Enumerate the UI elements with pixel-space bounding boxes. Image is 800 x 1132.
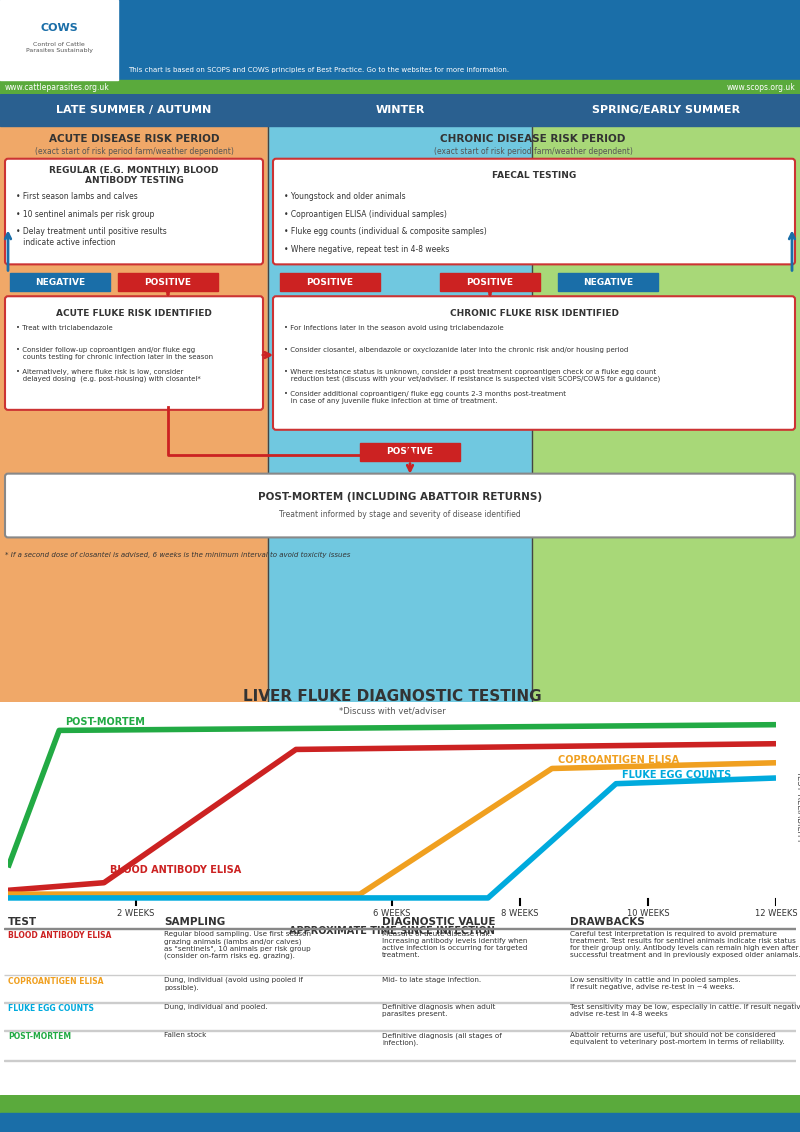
Text: CHRONIC FLUKE RISK IDENTIFIED: CHRONIC FLUKE RISK IDENTIFIED: [450, 309, 618, 318]
Text: • Coproantigen ELISA (individual samples): • Coproantigen ELISA (individual samples…: [284, 209, 447, 218]
Text: A GUIDE TO TEST-BASED CONTROL: A GUIDE TO TEST-BASED CONTROL: [128, 43, 477, 61]
Text: Treatment informed by stage and severity of disease identified: Treatment informed by stage and severity…: [279, 511, 521, 518]
Text: • Consider follow-up coproantigen and/or fluke egg
   counts testing for chronic: • Consider follow-up coproantigen and/or…: [16, 348, 213, 360]
Text: 10 WEEKS: 10 WEEKS: [626, 909, 670, 918]
FancyBboxPatch shape: [5, 473, 795, 538]
Text: • Youngstock and older animals: • Youngstock and older animals: [284, 191, 406, 200]
Text: (exact start of risk period farm/weather dependent): (exact start of risk period farm/weather…: [34, 147, 234, 156]
Text: 6 WEEKS: 6 WEEKS: [374, 909, 410, 918]
Text: ACUTE DISEASE RISK PERIOD: ACUTE DISEASE RISK PERIOD: [49, 134, 219, 144]
Text: Low sensitivity in cattle and in pooled samples.
If result negative, advise re-t: Low sensitivity in cattle and in pooled …: [570, 977, 741, 989]
Text: • First season lambs and calves: • First season lambs and calves: [16, 191, 138, 200]
Text: • Treat with triclabendazole: • Treat with triclabendazole: [16, 325, 113, 332]
Text: POST-MORTEM: POST-MORTEM: [66, 717, 146, 727]
Text: • Where resistance status is unknown, consider a post treatment coproantigen che: • Where resistance status is unknown, co…: [284, 369, 660, 383]
Text: LIVER FLUKE DIAGNOSTIC TESTING: LIVER FLUKE DIAGNOSTIC TESTING: [242, 688, 542, 704]
Text: Control of Cattle
Parasites Sustainably: Control of Cattle Parasites Sustainably: [26, 42, 93, 53]
Text: APPROXIMATE TIME SINCE INFECTION: APPROXIMATE TIME SINCE INFECTION: [289, 926, 495, 936]
Text: 2 WEEKS: 2 WEEKS: [118, 909, 154, 918]
Text: CHRONIC DISEASE RISK PERIOD: CHRONIC DISEASE RISK PERIOD: [440, 134, 626, 144]
Text: Measure of acute disease risk.
Increasing antibody levels identify when
active i: Measure of acute disease risk. Increasin…: [382, 932, 527, 958]
Text: POSITIVE: POSITIVE: [145, 277, 191, 286]
Text: POST-MORTEM: POST-MORTEM: [8, 1032, 71, 1041]
Bar: [280, 273, 380, 291]
Bar: [10, 273, 110, 291]
Text: POSITIVE: POSITIVE: [306, 277, 354, 286]
Bar: [0, 0, 118, 80]
Text: www.cattleparasites.org.uk: www.cattleparasites.org.uk: [5, 84, 110, 93]
Bar: [0, 94, 268, 702]
Bar: [0, 1114, 800, 1132]
Text: • For Infections later in the season avoid using triclabendazole: • For Infections later in the season avo…: [284, 325, 504, 332]
FancyBboxPatch shape: [5, 297, 263, 410]
Bar: [360, 443, 460, 461]
Text: SAMPLING: SAMPLING: [164, 917, 226, 927]
Text: (exact start of risk period farm/weather dependent): (exact start of risk period farm/weather…: [434, 147, 633, 156]
Text: Regular blood sampling. Use first season
grazing animals (lambs and/or calves)
a: Regular blood sampling. Use first season…: [164, 932, 311, 959]
Bar: [118, 273, 218, 291]
Text: Dung, individual (avoid using pooled if
possible).: Dung, individual (avoid using pooled if …: [164, 977, 303, 990]
Bar: [0, 1095, 800, 1114]
Text: COPROANTIGEN ELISA: COPROANTIGEN ELISA: [8, 977, 103, 986]
Text: Fallen stock: Fallen stock: [164, 1032, 206, 1038]
Text: • Fluke egg counts (individual & composite samples): • Fluke egg counts (individual & composi…: [284, 228, 486, 237]
Text: Definitive diagnosis when adult
parasites present.: Definitive diagnosis when adult parasite…: [382, 1004, 495, 1018]
Text: • 10 sentinel animals per risk group: • 10 sentinel animals per risk group: [16, 209, 154, 218]
Text: FAECAL TESTING: FAECAL TESTING: [492, 171, 576, 180]
Text: POST-MORTEM (INCLUDING ABATTOIR RETURNS): POST-MORTEM (INCLUDING ABATTOIR RETURNS): [258, 491, 542, 501]
Text: COPROANTIGEN ELISA: COPROANTIGEN ELISA: [558, 755, 679, 765]
Text: DIAGNOSTIC VALUE: DIAGNOSTIC VALUE: [382, 917, 496, 927]
Text: WINTER: WINTER: [375, 105, 425, 115]
Text: • Delay treatment until positive results
   indicate active infection: • Delay treatment until positive results…: [16, 228, 166, 247]
Text: ACUTE FLUKE RISK IDENTIFIED: ACUTE FLUKE RISK IDENTIFIED: [56, 309, 212, 318]
Text: LIVER FLUKE: LIVER FLUKE: [128, 8, 326, 36]
Text: www.scops.org.uk: www.scops.org.uk: [726, 84, 795, 93]
Text: NEGATIVE: NEGATIVE: [35, 277, 85, 286]
Text: BLOOD ANTIBODY ELISA: BLOOD ANTIBODY ELISA: [110, 865, 242, 875]
Text: TEST: TEST: [8, 917, 37, 927]
Text: *Discuss with vet/adviser: *Discuss with vet/adviser: [338, 706, 446, 715]
Text: 8 WEEKS: 8 WEEKS: [502, 909, 538, 918]
FancyBboxPatch shape: [5, 158, 263, 265]
FancyBboxPatch shape: [273, 297, 795, 430]
Bar: [532, 94, 800, 702]
Text: 12 WEEKS: 12 WEEKS: [754, 909, 798, 918]
Text: FLUKE EGG COUNTS: FLUKE EGG COUNTS: [622, 770, 732, 780]
Bar: [0, 80, 800, 94]
Text: DRAWBACKS: DRAWBACKS: [570, 917, 645, 927]
Text: • Consider closantel, albendazole or oxyclozanide later into the chronic risk an: • Consider closantel, albendazole or oxy…: [284, 348, 628, 353]
Bar: [4, 928, 796, 929]
Text: * If a second dose of closantel is advised, 6 weeks is the minimum interval to a: * If a second dose of closantel is advis…: [5, 552, 350, 558]
Text: NEGATIVE: NEGATIVE: [583, 277, 633, 286]
Text: BLOOD ANTIBODY ELISA: BLOOD ANTIBODY ELISA: [8, 932, 111, 940]
Text: REGULAR (E.G. MONTHLY) BLOOD
ANTIBODY TESTING: REGULAR (E.G. MONTHLY) BLOOD ANTIBODY TE…: [50, 166, 218, 186]
Text: • Alternatively, where fluke risk is low, consider
   delayed dosing  (e.g. post: • Alternatively, where fluke risk is low…: [16, 369, 201, 383]
Bar: [268, 94, 532, 702]
Text: POSITIVE: POSITIVE: [386, 447, 434, 456]
Text: TEST RELIABILITY: TEST RELIABILITY: [795, 770, 800, 843]
Text: POSITIVE: POSITIVE: [466, 277, 514, 286]
Text: SPRING/EARLY SUMMER: SPRING/EARLY SUMMER: [592, 105, 740, 115]
Text: COWS: COWS: [40, 23, 78, 33]
Text: • Where negative, repeat test in 4-8 weeks: • Where negative, repeat test in 4-8 wee…: [284, 246, 450, 255]
Text: LATE SUMMER / AUTUMN: LATE SUMMER / AUTUMN: [56, 105, 212, 115]
Text: Definitive diagnosis (all stages of
infection).: Definitive diagnosis (all stages of infe…: [382, 1032, 502, 1046]
Text: FLUKE EGG COUNTS: FLUKE EGG COUNTS: [8, 1004, 94, 1013]
FancyBboxPatch shape: [273, 158, 795, 265]
Text: Dung, individual and pooled.: Dung, individual and pooled.: [164, 1004, 268, 1011]
Text: • Consider additional coproantigen/ fluke egg counts 2-3 months post-treatment
 : • Consider additional coproantigen/ fluk…: [284, 391, 566, 404]
Text: This chart is based on SCOPS and COWS principles of Best Practice. Go to the web: This chart is based on SCOPS and COWS pr…: [128, 67, 509, 72]
Text: Careful test interpretation is required to avoid premature
treatment. Test resul: Careful test interpretation is required …: [570, 932, 800, 958]
Bar: [0, 94, 800, 126]
Bar: [440, 273, 540, 291]
Bar: [558, 273, 658, 291]
Text: Test sensitivity may be low, especially in cattle. If result negative,
advise re: Test sensitivity may be low, especially …: [570, 1004, 800, 1018]
Text: Abattoir returns are useful, but should not be considered
equivalent to veterina: Abattoir returns are useful, but should …: [570, 1032, 785, 1045]
Text: Mid- to late stage infection.: Mid- to late stage infection.: [382, 977, 482, 983]
